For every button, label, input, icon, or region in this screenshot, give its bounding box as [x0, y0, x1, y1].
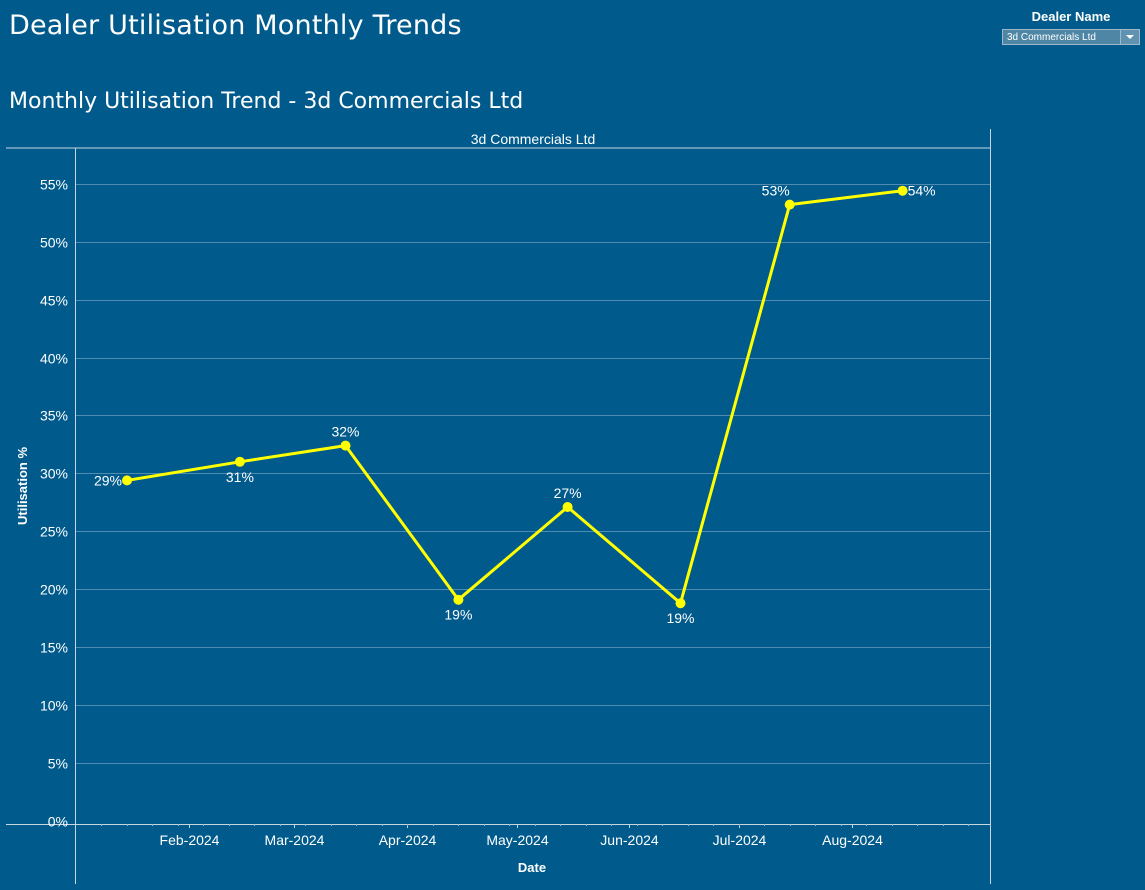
data-point[interactable] [676, 598, 686, 608]
y-tick-labels: 0% 5% 10% 15% 20% 25% 30% 35% 40% 45% 50% 55% [40, 177, 68, 830]
data-point[interactable] [235, 457, 245, 467]
y-tick-label: 15% [40, 640, 68, 656]
y-tick-label: 40% [40, 351, 68, 367]
y-tick-label: 55% [40, 177, 68, 193]
data-point[interactable] [453, 595, 463, 605]
y-tick-label: 25% [40, 524, 68, 540]
data-point[interactable] [898, 186, 908, 196]
data-label: 19% [666, 610, 694, 626]
data-point[interactable] [122, 475, 132, 485]
y-tick-label: 0% [48, 814, 68, 830]
y-tick-label: 50% [40, 235, 68, 251]
data-label: 27% [554, 485, 582, 501]
x-tick-label: Jul-2024 [713, 832, 767, 848]
pane-header: 3d Commercials Ltd [471, 131, 596, 147]
data-label: 19% [444, 607, 472, 623]
data-label: 53% [762, 183, 790, 199]
x-tick-label: Mar-2024 [265, 832, 325, 848]
data-label: 31% [226, 469, 254, 485]
y-tick-label: 10% [40, 698, 68, 714]
x-tick-label: Aug-2024 [822, 832, 883, 848]
data-label: 32% [331, 424, 359, 440]
y-tick-label: 45% [40, 293, 68, 309]
x-tick-label: Apr-2024 [379, 832, 437, 848]
y-tick-label: 5% [48, 756, 68, 772]
y-tick-label: 30% [40, 466, 68, 482]
data-point[interactable] [785, 200, 795, 210]
y-tick-label: 20% [40, 582, 68, 598]
utilisation-series: 29% 31% 32% 19% 27% 19% 53% 54% [94, 183, 936, 627]
x-axis-label: Date [518, 860, 546, 875]
x-tick-label: Feb-2024 [160, 832, 220, 848]
data-point[interactable] [563, 502, 573, 512]
x-tick-label: May-2024 [486, 832, 548, 848]
y-axis-label: Utilisation % [15, 447, 30, 525]
data-label: 54% [908, 183, 936, 199]
series-line [127, 191, 903, 604]
data-label: 29% [94, 472, 122, 488]
data-point[interactable] [341, 441, 351, 451]
gridlines [76, 185, 990, 764]
x-tick-label: Jun-2024 [600, 832, 659, 848]
y-tick-label: 35% [40, 408, 68, 424]
x-tick-labels: Feb-2024 Mar-2024 Apr-2024 May-2024 Jun-2024… [102, 824, 969, 848]
